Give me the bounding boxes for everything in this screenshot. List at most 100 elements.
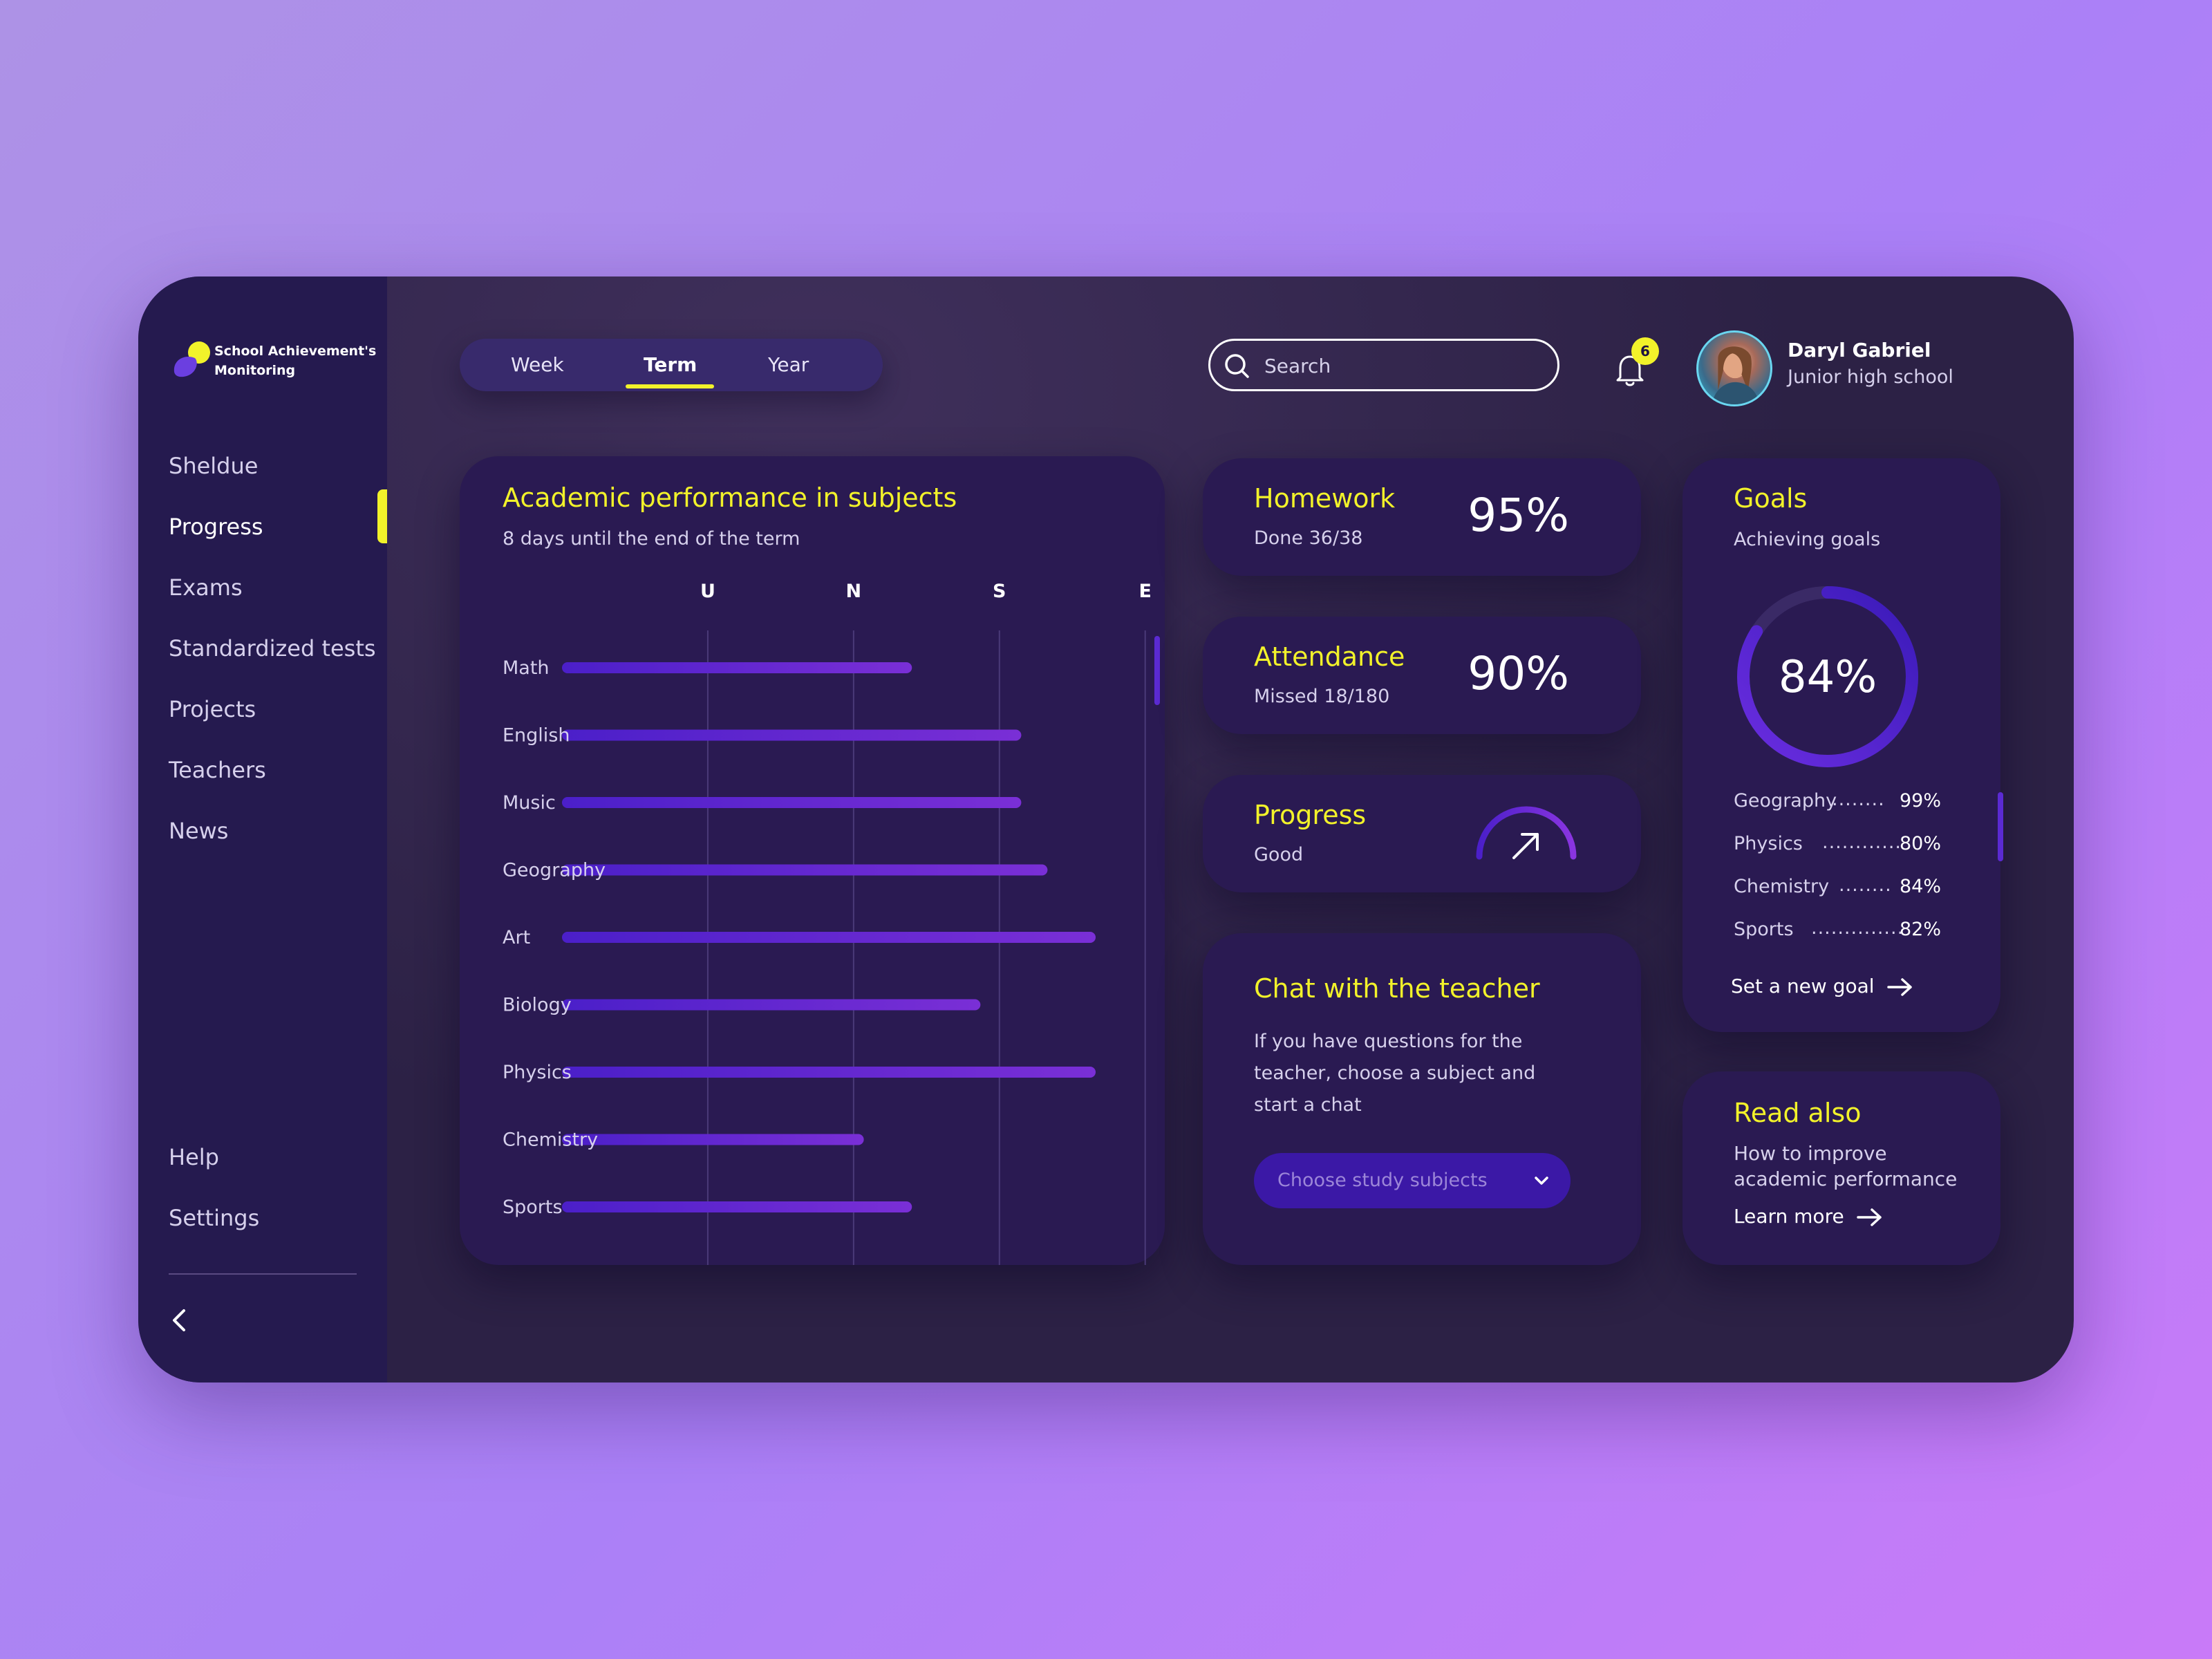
goal-name: Sports (1734, 919, 1794, 940)
goals-subtitle: Achieving goals (1734, 529, 1881, 550)
goal-row-physics: Physics ............ 80% (1734, 832, 1941, 861)
user-name: Daryl Gabriel (1788, 339, 1931, 362)
goals-card: Goals Achieving goals 84% Geography ....… (1683, 458, 2000, 1032)
subject-label-art: Art (503, 927, 530, 948)
collapse-sidebar-icon[interactable] (166, 1306, 194, 1334)
grade-label-s: S (993, 581, 1006, 602)
bar-biology (562, 999, 981, 1011)
sidebar-bottom-nav: Help Settings (169, 1127, 376, 1248)
bar-physics (562, 1067, 1096, 1078)
goal-value: 84% (1899, 876, 1941, 897)
learn-more-link[interactable]: Learn more (1734, 1203, 1884, 1230)
sidebar-item-sheldue[interactable]: Sheldue (169, 453, 259, 479)
progress-title: Progress (1254, 800, 1367, 830)
goal-row-sports: Sports .............. 82% (1734, 917, 1941, 946)
goal-dots: ........ (1839, 874, 1892, 896)
subject-label-math: Math (503, 657, 550, 679)
goals-scrollbar[interactable] (1998, 792, 2003, 861)
goal-row-chemistry: Chemistry ........ 84% (1734, 874, 1941, 903)
sidebar-item-exams[interactable]: Exams (169, 574, 243, 601)
sidebar-item-help[interactable]: Help (169, 1144, 219, 1170)
academic-title: Academic performance in subjects (503, 482, 957, 513)
set-new-goal-label: Set a new goal (1731, 975, 1875, 997)
avatar[interactable] (1696, 330, 1772, 406)
bar-music (562, 797, 1022, 808)
tab-term[interactable]: Term (644, 353, 697, 376)
goal-value: 82% (1899, 919, 1941, 940)
search-icon (1225, 354, 1249, 378)
search-box (1208, 339, 1559, 391)
tab-year[interactable]: Year (768, 353, 809, 376)
attendance-value: 90% (1468, 647, 1569, 700)
progress-sub: Good (1254, 844, 1304, 865)
notification-badge: 6 (1631, 337, 1659, 365)
arrow-right-icon (1886, 978, 1912, 996)
goal-row-geography: Geography ........ 99% (1734, 789, 1941, 818)
read-also-card: Read also How to improve academic perfor… (1683, 1071, 2000, 1265)
sidebar: School Achievement's Monitoring Sheldue … (138, 276, 387, 1382)
sidebar-item-projects[interactable]: Projects (169, 696, 256, 722)
chat-title: Chat with the teacher (1254, 973, 1540, 1004)
bar-english (562, 729, 1022, 741)
bar-geography (562, 864, 1048, 876)
sidebar-item-news[interactable]: News (169, 818, 229, 844)
subject-label-english: English (503, 725, 570, 747)
active-nav-indicator (377, 489, 387, 543)
search-input[interactable] (1263, 346, 1542, 385)
bar-math (562, 662, 912, 673)
sidebar-nav: Sheldue Progress Exams Standardized test… (169, 435, 376, 861)
goals-title: Goals (1734, 483, 1808, 514)
goal-name: Geography (1734, 790, 1837, 812)
app-window: School Achievement's Monitoring Sheldue … (138, 276, 2074, 1382)
app-name: School Achievement's Monitoring (214, 344, 377, 378)
active-tab-underline (626, 384, 714, 388)
goal-dots: ............ (1822, 832, 1902, 853)
homework-value: 95% (1468, 489, 1569, 542)
arrow-right-icon (1856, 1208, 1882, 1226)
subject-label-music: Music (503, 792, 556, 814)
study-subjects-select[interactable]: Choose study subjects (1254, 1153, 1571, 1208)
sidebar-divider (169, 1273, 357, 1275)
logo: School Achievement's Monitoring (169, 339, 376, 387)
goal-value: 80% (1899, 833, 1941, 854)
goal-dots: .............. (1811, 917, 1904, 939)
select-placeholder: Choose study subjects (1277, 1170, 1488, 1191)
grade-label-u: U (700, 581, 715, 602)
chart-scrollbar[interactable] (1154, 636, 1160, 705)
subject-label-sports: Sports (503, 1197, 563, 1218)
chevron-down-icon (1535, 1177, 1548, 1185)
subject-label-biology: Biology (503, 995, 572, 1016)
set-new-goal-link[interactable]: Set a new goal (1731, 973, 1915, 1000)
progress-card: Progress Good (1203, 775, 1641, 892)
bell-icon[interactable] (1609, 346, 1651, 394)
read-also-title: Read also (1734, 1098, 1862, 1128)
sidebar-item-teachers[interactable]: Teachers (169, 757, 266, 783)
avatar-portrait-icon (1711, 346, 1760, 404)
bar-art (562, 932, 1096, 943)
attendance-sub: Missed 18/180 (1254, 686, 1390, 707)
progress-gauge-icon (1476, 806, 1577, 860)
period-tabs: Week Term Year (460, 339, 883, 391)
sidebar-item-standardized-tests[interactable]: Standardized tests (169, 635, 376, 662)
attendance-title: Attendance (1254, 641, 1405, 672)
homework-card: Homework Done 36/38 95% (1203, 458, 1641, 576)
bar-chemistry (562, 1134, 864, 1145)
chat-card: Chat with the teacher If you have questi… (1203, 933, 1641, 1265)
grade-label-e: E (1138, 581, 1151, 602)
goal-name: Physics (1734, 833, 1803, 854)
goal-ring-fill (1737, 586, 1918, 767)
goal-name: Chemistry (1734, 876, 1830, 897)
logo-icon (174, 341, 210, 377)
sidebar-item-settings[interactable]: Settings (169, 1205, 260, 1231)
learn-more-label: Learn more (1734, 1205, 1844, 1228)
tab-week[interactable]: Week (511, 353, 564, 376)
academic-subtitle: 8 days until the end of the term (503, 528, 800, 550)
attendance-card: Attendance Missed 18/180 90% (1203, 617, 1641, 734)
academic-performance-card: Academic performance in subjects 8 days … (460, 456, 1165, 1265)
user-role: Junior high school (1788, 366, 1953, 388)
homework-title: Homework (1254, 483, 1396, 514)
goal-progress-ring: 84% (1737, 586, 1918, 767)
homework-sub: Done 36/38 (1254, 527, 1363, 549)
sidebar-item-progress[interactable]: Progress (169, 514, 263, 540)
chat-description: If you have questions for the teacher, c… (1254, 1031, 1536, 1116)
